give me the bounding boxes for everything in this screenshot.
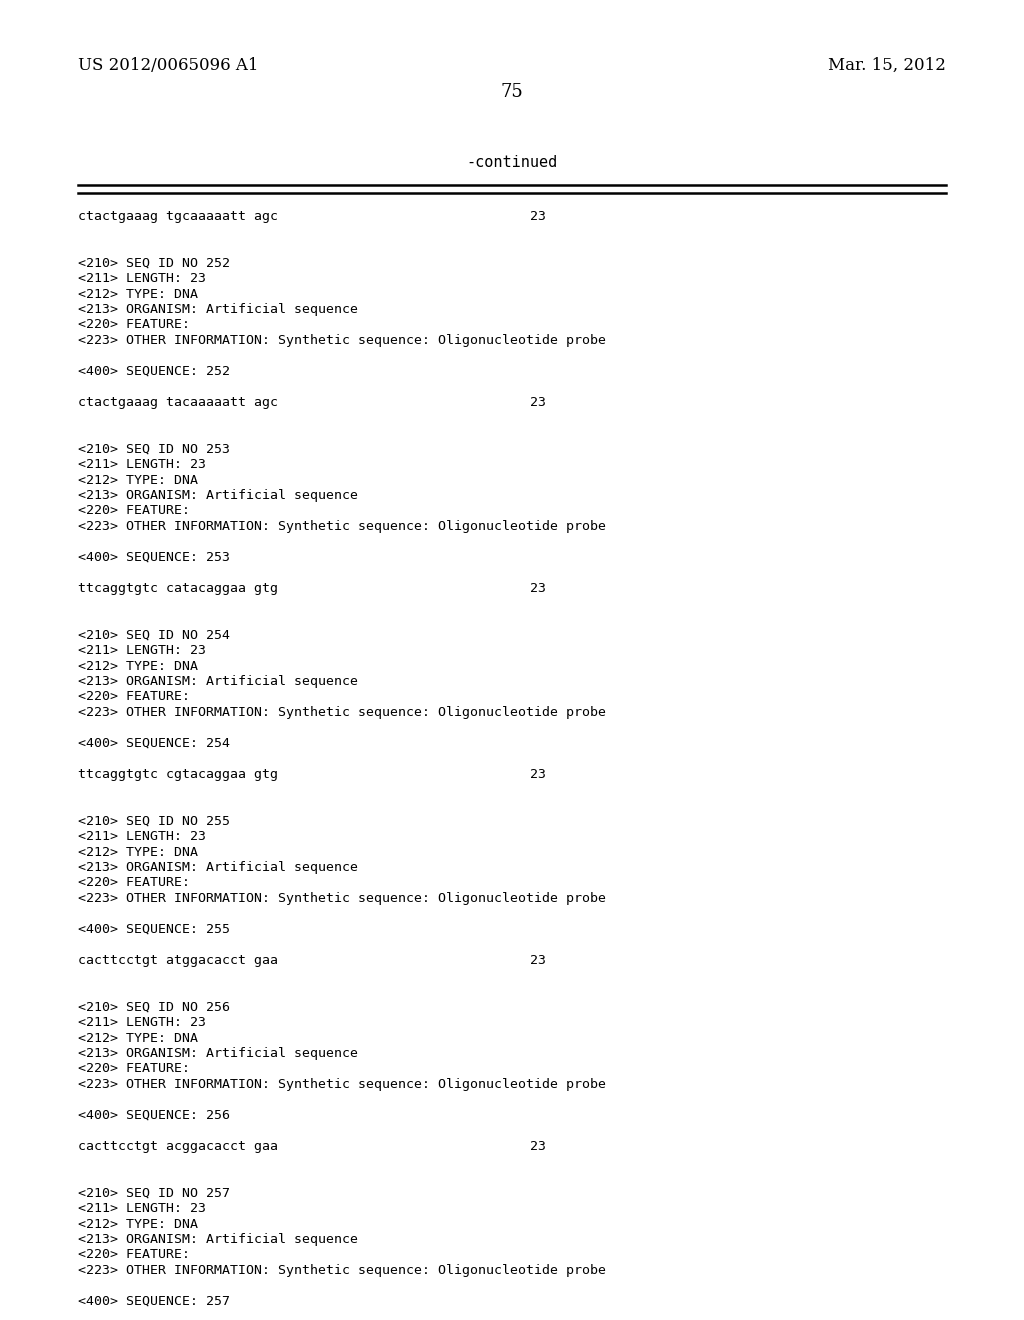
Text: cacttcctgt acggacacct gaa: cacttcctgt acggacacct gaa — [78, 1140, 278, 1152]
Text: <211> LENGTH: 23: <211> LENGTH: 23 — [78, 1203, 206, 1214]
Text: <211> LENGTH: 23: <211> LENGTH: 23 — [78, 644, 206, 657]
Text: ctactgaaag tgcaaaaatt agc: ctactgaaag tgcaaaaatt agc — [78, 210, 278, 223]
Text: Mar. 15, 2012: Mar. 15, 2012 — [828, 57, 946, 74]
Text: <212> TYPE: DNA: <212> TYPE: DNA — [78, 288, 198, 301]
Text: 23: 23 — [530, 768, 546, 781]
Text: <210> SEQ ID NO 255: <210> SEQ ID NO 255 — [78, 814, 230, 828]
Text: <212> TYPE: DNA: <212> TYPE: DNA — [78, 660, 198, 672]
Text: <220> FEATURE:: <220> FEATURE: — [78, 504, 190, 517]
Text: <220> FEATURE:: <220> FEATURE: — [78, 876, 190, 890]
Text: ctactgaaag tacaaaaatt agc: ctactgaaag tacaaaaatt agc — [78, 396, 278, 409]
Text: <212> TYPE: DNA: <212> TYPE: DNA — [78, 1217, 198, 1230]
Text: ttcaggtgtc catacaggaa gtg: ttcaggtgtc catacaggaa gtg — [78, 582, 278, 595]
Text: <210> SEQ ID NO 254: <210> SEQ ID NO 254 — [78, 628, 230, 642]
Text: <210> SEQ ID NO 252: <210> SEQ ID NO 252 — [78, 256, 230, 269]
Text: <220> FEATURE:: <220> FEATURE: — [78, 1249, 190, 1262]
Text: 23: 23 — [530, 396, 546, 409]
Text: <220> FEATURE:: <220> FEATURE: — [78, 318, 190, 331]
Text: <223> OTHER INFORMATION: Synthetic sequence: Oligonucleotide probe: <223> OTHER INFORMATION: Synthetic seque… — [78, 706, 606, 719]
Text: <220> FEATURE:: <220> FEATURE: — [78, 1063, 190, 1076]
Text: <212> TYPE: DNA: <212> TYPE: DNA — [78, 846, 198, 858]
Text: <220> FEATURE:: <220> FEATURE: — [78, 690, 190, 704]
Text: <223> OTHER INFORMATION: Synthetic sequence: Oligonucleotide probe: <223> OTHER INFORMATION: Synthetic seque… — [78, 1265, 606, 1276]
Text: <400> SEQUENCE: 255: <400> SEQUENCE: 255 — [78, 923, 230, 936]
Text: <213> ORGANISM: Artificial sequence: <213> ORGANISM: Artificial sequence — [78, 304, 358, 315]
Text: 23: 23 — [530, 582, 546, 595]
Text: 23: 23 — [530, 954, 546, 968]
Text: <400> SEQUENCE: 254: <400> SEQUENCE: 254 — [78, 737, 230, 750]
Text: <213> ORGANISM: Artificial sequence: <213> ORGANISM: Artificial sequence — [78, 675, 358, 688]
Text: <213> ORGANISM: Artificial sequence: <213> ORGANISM: Artificial sequence — [78, 1233, 358, 1246]
Text: <211> LENGTH: 23: <211> LENGTH: 23 — [78, 830, 206, 843]
Text: <211> LENGTH: 23: <211> LENGTH: 23 — [78, 458, 206, 471]
Text: <400> SEQUENCE: 252: <400> SEQUENCE: 252 — [78, 366, 230, 378]
Text: <210> SEQ ID NO 253: <210> SEQ ID NO 253 — [78, 442, 230, 455]
Text: <213> ORGANISM: Artificial sequence: <213> ORGANISM: Artificial sequence — [78, 861, 358, 874]
Text: <211> LENGTH: 23: <211> LENGTH: 23 — [78, 1016, 206, 1030]
Text: <212> TYPE: DNA: <212> TYPE: DNA — [78, 474, 198, 487]
Text: 23: 23 — [530, 210, 546, 223]
Text: ttcaggtgtc cgtacaggaa gtg: ttcaggtgtc cgtacaggaa gtg — [78, 768, 278, 781]
Text: <213> ORGANISM: Artificial sequence: <213> ORGANISM: Artificial sequence — [78, 488, 358, 502]
Text: <400> SEQUENCE: 253: <400> SEQUENCE: 253 — [78, 550, 230, 564]
Text: 23: 23 — [530, 1140, 546, 1152]
Text: <223> OTHER INFORMATION: Synthetic sequence: Oligonucleotide probe: <223> OTHER INFORMATION: Synthetic seque… — [78, 520, 606, 533]
Text: <400> SEQUENCE: 256: <400> SEQUENCE: 256 — [78, 1109, 230, 1122]
Text: <223> OTHER INFORMATION: Synthetic sequence: Oligonucleotide probe: <223> OTHER INFORMATION: Synthetic seque… — [78, 1078, 606, 1092]
Text: 75: 75 — [501, 83, 523, 102]
Text: <223> OTHER INFORMATION: Synthetic sequence: Oligonucleotide probe: <223> OTHER INFORMATION: Synthetic seque… — [78, 334, 606, 347]
Text: <210> SEQ ID NO 256: <210> SEQ ID NO 256 — [78, 1001, 230, 1014]
Text: <223> OTHER INFORMATION: Synthetic sequence: Oligonucleotide probe: <223> OTHER INFORMATION: Synthetic seque… — [78, 892, 606, 906]
Text: <213> ORGANISM: Artificial sequence: <213> ORGANISM: Artificial sequence — [78, 1047, 358, 1060]
Text: -continued: -continued — [466, 154, 558, 170]
Text: US 2012/0065096 A1: US 2012/0065096 A1 — [78, 57, 258, 74]
Text: <212> TYPE: DNA: <212> TYPE: DNA — [78, 1031, 198, 1044]
Text: <210> SEQ ID NO 257: <210> SEQ ID NO 257 — [78, 1187, 230, 1200]
Text: cacttcctgt atggacacct gaa: cacttcctgt atggacacct gaa — [78, 954, 278, 968]
Text: <400> SEQUENCE: 257: <400> SEQUENCE: 257 — [78, 1295, 230, 1308]
Text: <211> LENGTH: 23: <211> LENGTH: 23 — [78, 272, 206, 285]
